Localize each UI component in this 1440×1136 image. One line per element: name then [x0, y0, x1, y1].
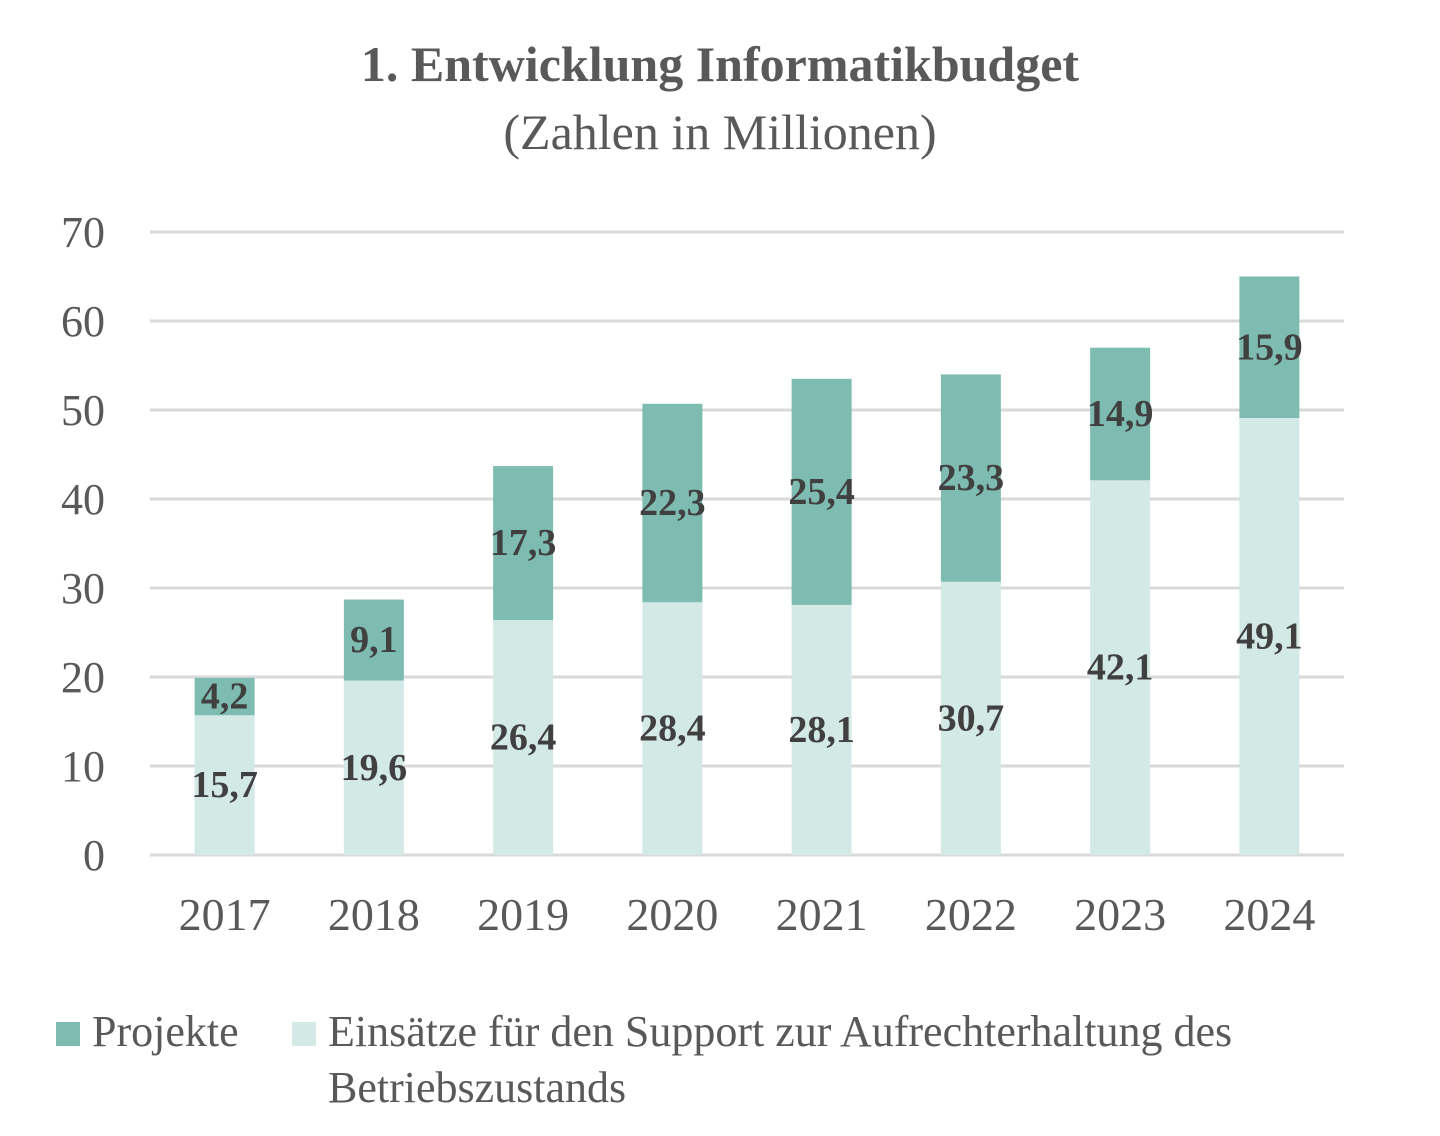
legend-label-projekte: Projekte [92, 1007, 239, 1056]
x-tick-label: 2020 [626, 889, 718, 940]
x-axis-ticks: 2017 2018 2019 2020 2021 2022 2023 2024 [179, 889, 1316, 940]
bar-segment-support [1239, 418, 1300, 855]
x-tick-label: 2023 [1074, 889, 1166, 940]
bar-segment-support [940, 581, 1001, 855]
bars [194, 276, 1300, 855]
data-label-projekte: 22,3 [639, 482, 706, 524]
data-label-support: 28,4 [639, 708, 706, 750]
x-tick-label: 2024 [1223, 889, 1315, 940]
bar-segment-projekte [1239, 276, 1300, 419]
y-tick-label: 30 [61, 564, 105, 613]
gridlines [150, 230, 1344, 857]
legend-label-support-line1: Einsätze für den Support zur Aufrechterh… [328, 1007, 1233, 1056]
data-label-support: 19,6 [341, 747, 408, 789]
chart-subtitle: (Zahlen in Millionen) [503, 104, 937, 160]
bar-segment-projekte [791, 378, 852, 605]
bar-segment-support [343, 680, 404, 855]
bar-segment-support [791, 604, 852, 855]
bar-segment-projekte [343, 599, 404, 681]
stacked-bar-chart: 0 10 20 30 40 50 60 70 15,7 4,2 19,6 9,1 26,4 17,3 28… [61, 208, 1344, 940]
y-tick-label: 20 [61, 653, 105, 702]
bar-segment-projekte [642, 403, 703, 603]
data-label-support: 30,7 [938, 697, 1005, 739]
bar-segment-support [493, 620, 554, 855]
data-label-projekte: 9,1 [350, 619, 398, 661]
y-tick-label: 70 [61, 208, 105, 257]
x-tick-label: 2021 [776, 889, 868, 940]
y-axis-ticks: 0 10 20 30 40 50 60 70 [61, 208, 105, 880]
y-tick-label: 10 [61, 742, 105, 791]
data-labels: 15,7 4,2 19,6 9,1 26,4 17,3 28,4 22,3 28,1 25,4 30… [191, 326, 1302, 806]
y-tick-label: 0 [83, 831, 105, 880]
data-label-projekte: 23,3 [938, 457, 1005, 499]
legend-swatch-support [292, 1022, 316, 1046]
bar-segment-projekte [940, 374, 1001, 582]
x-tick-label: 2019 [477, 889, 569, 940]
y-tick-label: 60 [61, 297, 105, 346]
data-label-support: 15,7 [191, 764, 258, 806]
data-label-projekte: 17,3 [490, 522, 557, 564]
data-label-projekte: 15,9 [1236, 326, 1303, 368]
data-label-projekte: 14,9 [1087, 393, 1154, 435]
legend-swatch-projekte [56, 1022, 80, 1046]
bar-segment-support [194, 715, 255, 855]
chart-title: 1. Entwicklung Informatikbudget [360, 36, 1080, 92]
data-label-support: 42,1 [1087, 647, 1154, 689]
data-label-projekte: 25,4 [788, 471, 855, 513]
data-label-support: 49,1 [1236, 616, 1303, 658]
x-tick-label: 2022 [925, 889, 1017, 940]
bar-segment-support [1090, 480, 1151, 855]
bar-segment-support [642, 602, 703, 855]
bar-segment-projekte [493, 466, 554, 621]
bar-segment-projekte [194, 677, 255, 716]
data-label-support: 26,4 [490, 717, 557, 759]
x-tick-label: 2017 [179, 889, 271, 940]
bar-segment-projekte [1090, 347, 1151, 481]
y-tick-label: 50 [61, 386, 105, 435]
y-tick-label: 40 [61, 475, 105, 524]
x-tick-label: 2018 [328, 889, 420, 940]
data-label-support: 28,1 [788, 709, 855, 751]
data-label-projekte: 4,2 [201, 676, 249, 718]
legend-label-support-line2: Betriebszustands [328, 1063, 627, 1112]
